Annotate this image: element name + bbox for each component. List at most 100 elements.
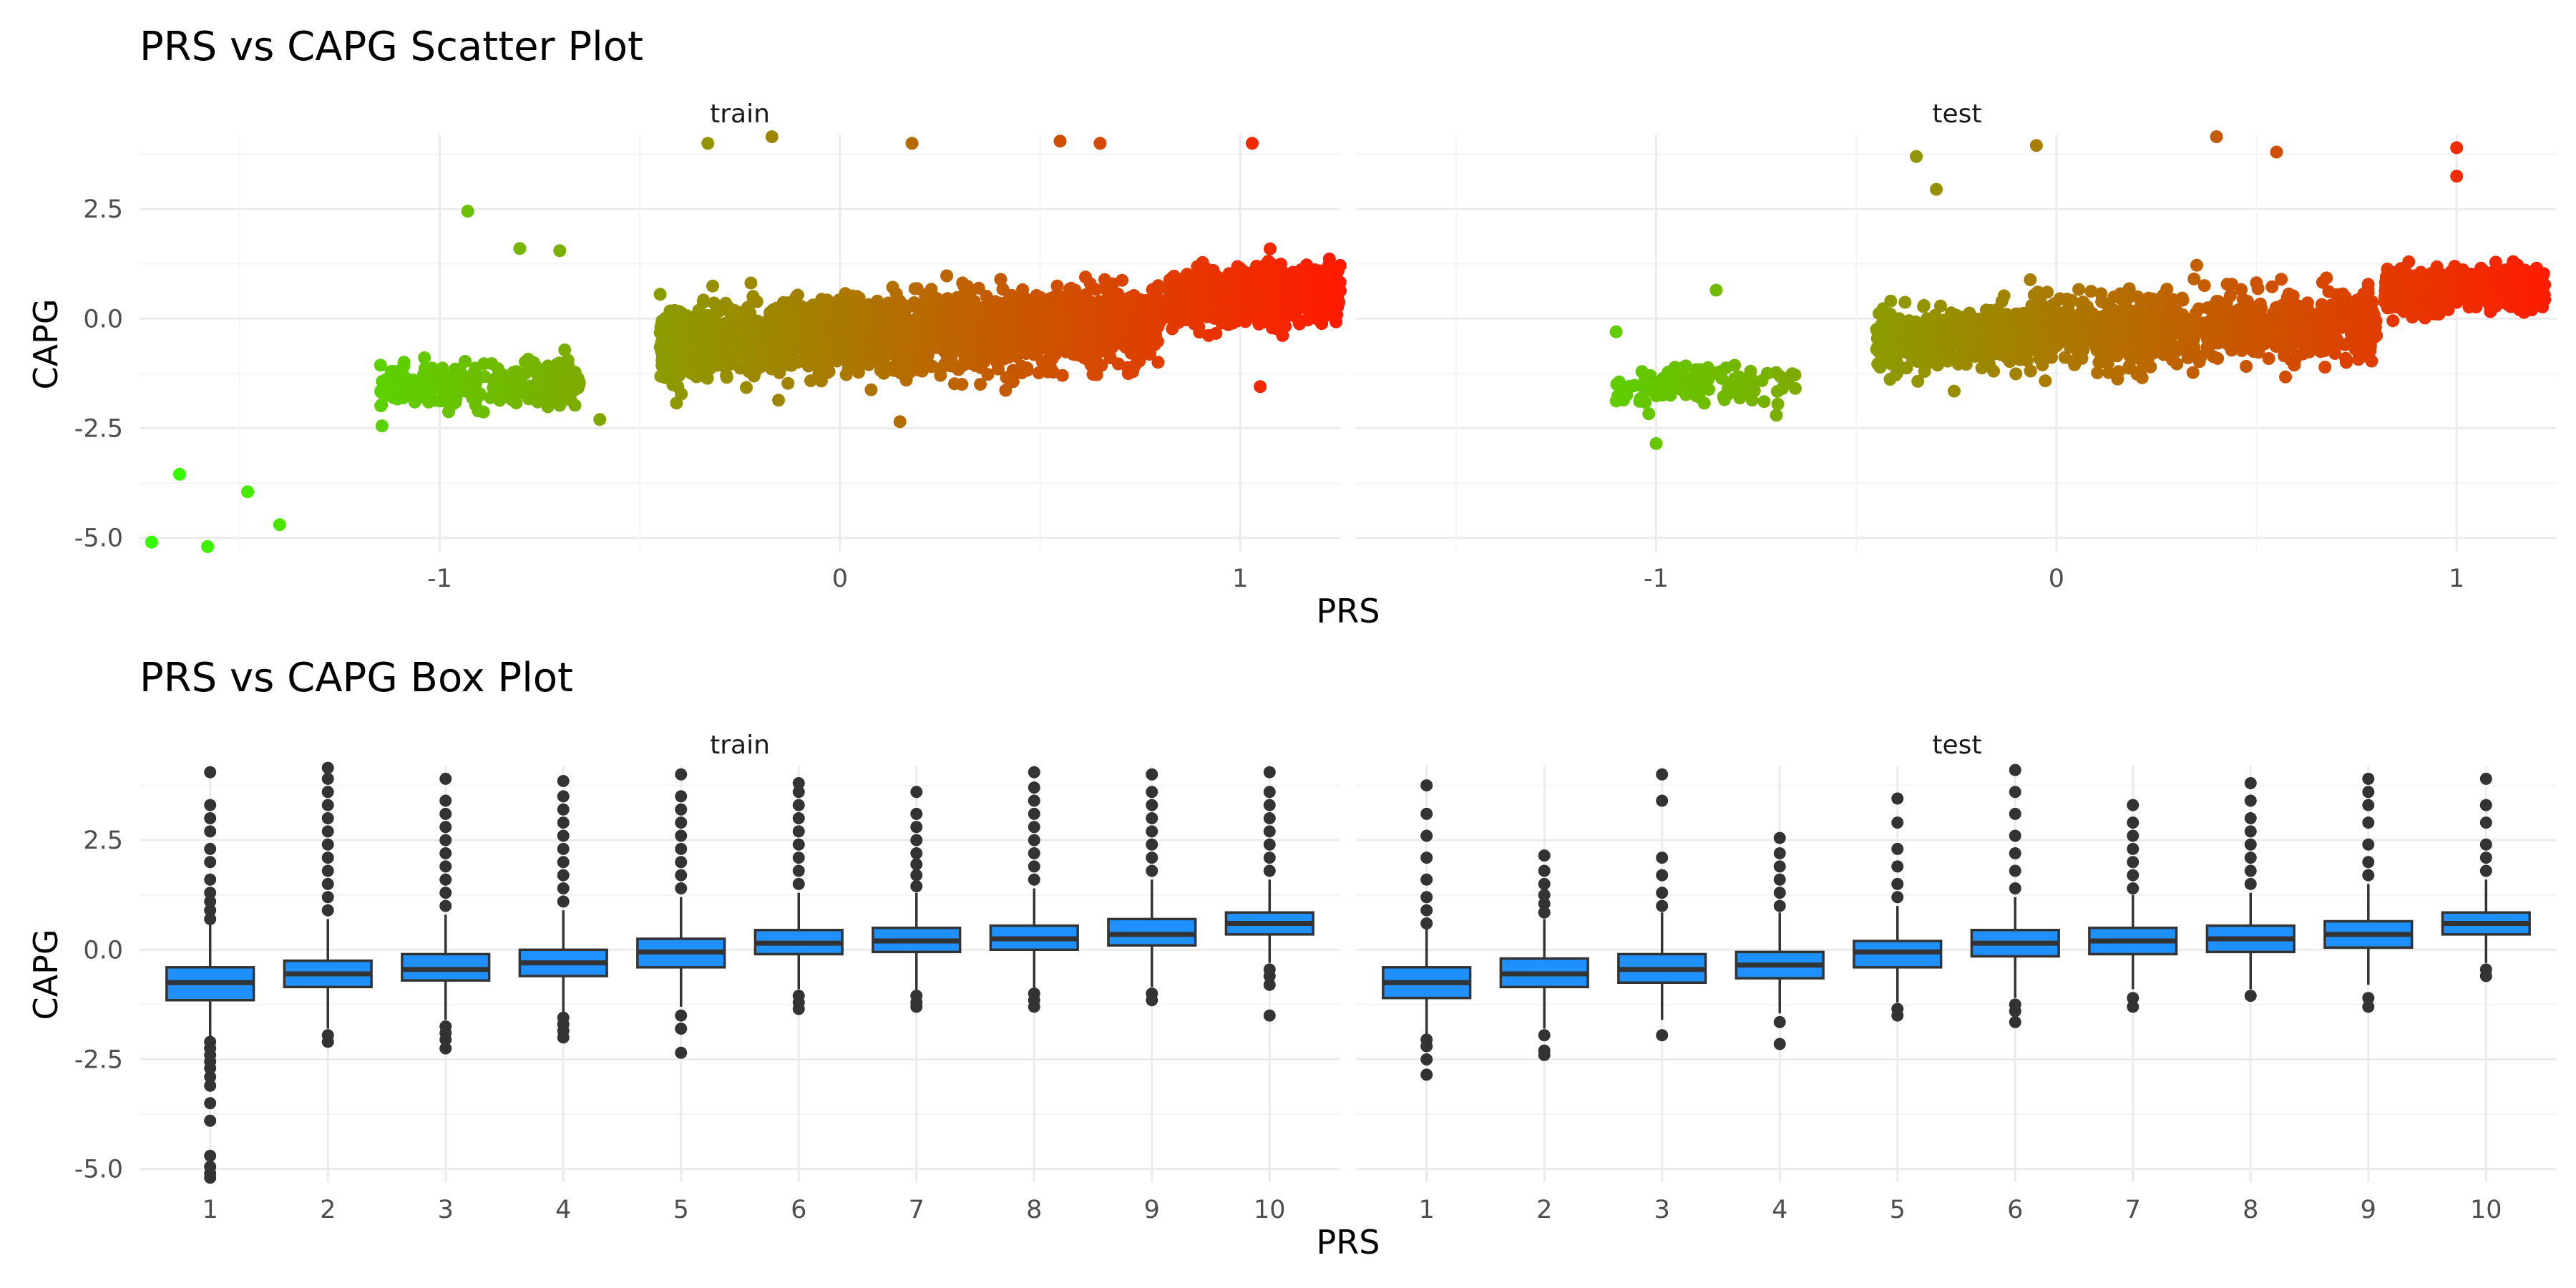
scatter-point: [1174, 312, 1187, 326]
scatter-point: [653, 288, 667, 301]
scatter-point: [1257, 278, 1270, 292]
scatter-point: [1956, 333, 1969, 347]
scatter-point: [1636, 390, 1649, 404]
scatter-point: [1901, 326, 1914, 340]
scatter-point: [665, 356, 678, 369]
scatter-point: [841, 298, 854, 311]
scatter-point: [848, 328, 862, 341]
scatter-point: [2144, 336, 2157, 350]
scatter-point: [1890, 366, 1904, 380]
scatter-point: [2286, 318, 2299, 331]
scatter-point: [1045, 351, 1059, 365]
scatter-point: [687, 315, 701, 328]
scatter-point: [473, 386, 487, 400]
scatter-point: [385, 376, 398, 389]
scatter-point: [1171, 298, 1184, 312]
scatter-point: [1068, 296, 1081, 309]
scatter-point: [1911, 336, 1925, 349]
scatter-point: [1249, 286, 1262, 300]
scatter-point: [2279, 370, 2292, 384]
scatter-point: [1911, 374, 1925, 388]
scatter-point: [1302, 292, 1316, 306]
scatter-point: [1672, 374, 1686, 387]
scatter-point: [459, 355, 472, 368]
scatter-point: [908, 282, 922, 296]
scatter-point: [1121, 367, 1135, 381]
scatter-point: [2262, 326, 2275, 339]
scatter-point: [531, 395, 545, 409]
scatter-point: [568, 399, 582, 412]
scatter-point: [375, 398, 389, 411]
scatter-point: [692, 356, 706, 370]
scatter-point: [2185, 313, 2198, 327]
scatter-point: [561, 353, 575, 367]
scatter-point: [832, 328, 846, 342]
scatter-point: [975, 334, 989, 348]
scatter-point: [990, 341, 1003, 355]
scatter-point: [1967, 323, 1981, 337]
scatter-point: [2186, 366, 2200, 379]
scatter-point: [2315, 342, 2328, 356]
scatter-point: [857, 317, 870, 331]
scatter-point: [1668, 361, 1682, 374]
scatter-point: [1087, 343, 1101, 356]
scatter-point: [427, 394, 441, 407]
scatter-point: [2104, 322, 2118, 336]
scatter-point: [1108, 298, 1121, 311]
scatter-point: [1962, 350, 1976, 364]
scatter-point: [1216, 277, 1230, 291]
scatter-point: [553, 244, 567, 258]
scatter-point: [1774, 370, 1787, 384]
scatter-point: [1994, 348, 2008, 361]
scatter-point: [1254, 380, 1267, 394]
scatter-point: [2114, 292, 2127, 306]
scatter-point: [1111, 318, 1125, 332]
scatter-point: [2165, 343, 2179, 357]
scatter-point: [882, 323, 895, 336]
scatter-point: [1123, 341, 1136, 355]
scatter-point: [500, 390, 514, 404]
scatter-point: [2024, 273, 2037, 286]
scatter-point: [915, 364, 929, 378]
scatter-point: [2355, 308, 2368, 322]
scatter-point: [1151, 356, 1165, 369]
scatter-point: [995, 303, 1009, 316]
scatter-point: [1012, 339, 1025, 353]
scatter-point: [750, 295, 763, 308]
scatter-point: [2402, 255, 2416, 268]
scatter-point: [743, 343, 756, 356]
scatter-point: [772, 394, 785, 407]
scatter-point: [2235, 343, 2248, 357]
scatter-point: [868, 353, 882, 366]
scatter-point: [2137, 318, 2151, 332]
scatter-point: [992, 362, 1005, 376]
scatter-point: [1201, 289, 1215, 303]
scatter-point: [713, 331, 727, 344]
scatter-point: [556, 379, 570, 392]
scatter-point: [418, 351, 431, 364]
scatter-point: [1995, 295, 2009, 308]
scatter-point: [513, 242, 527, 255]
scatter-point: [1078, 351, 1091, 365]
scatter-point: [1013, 314, 1027, 328]
scatter-point: [2170, 304, 2183, 318]
scatter-point: [938, 343, 952, 356]
scatter-point: [1923, 356, 1936, 369]
scatter-point: [975, 318, 988, 331]
scatter-point: [1771, 397, 1785, 411]
scatter-point: [2318, 361, 2332, 374]
scatter-point: [2033, 352, 2046, 366]
scatter-point: [1198, 301, 1211, 315]
scatter-point: [1933, 299, 1947, 313]
scatter-point: [1879, 326, 1893, 340]
scatter-point: [765, 130, 779, 144]
scatter-point: [873, 343, 887, 356]
scatter-point: [2210, 321, 2224, 335]
scatter-point: [987, 326, 1001, 340]
scatter-point: [1697, 377, 1710, 391]
scatter-point: [2351, 353, 2365, 366]
scatter-point: [2009, 367, 2023, 381]
scatter-point: [1757, 395, 1771, 409]
scatter-point: [852, 291, 866, 305]
scatter-point: [2041, 286, 2054, 299]
